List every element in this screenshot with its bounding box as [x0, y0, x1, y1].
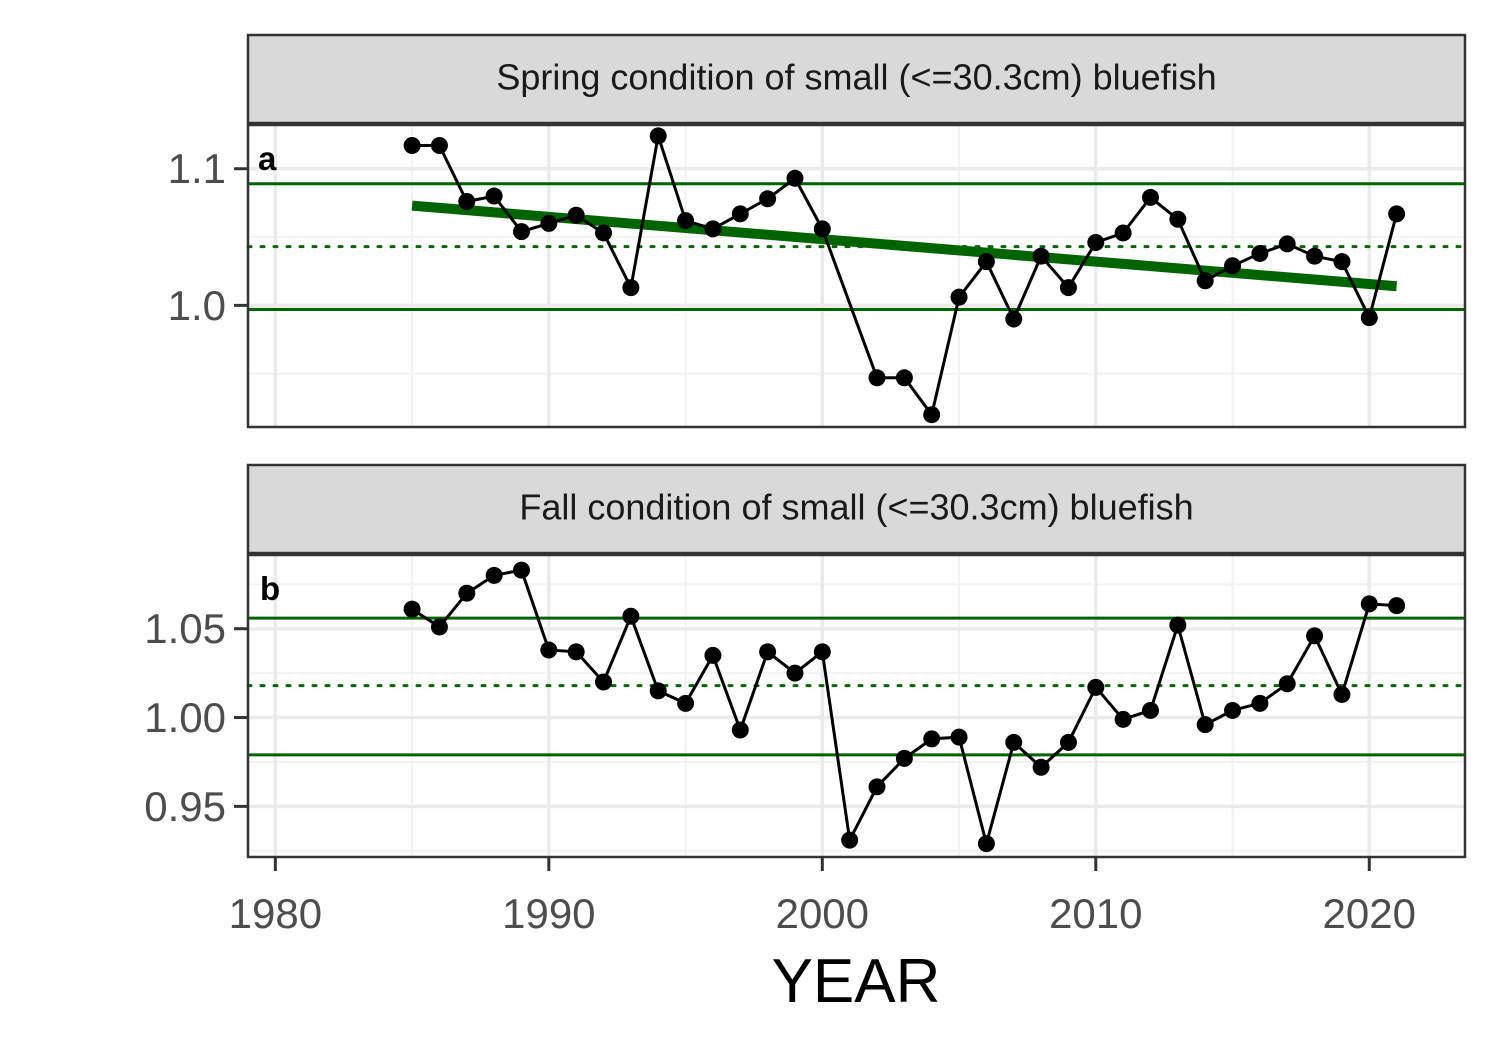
data-point — [1141, 188, 1159, 206]
data-point — [841, 831, 859, 849]
data-point — [923, 406, 941, 424]
plot-area-b: 0.95 1.00 1.05 — [144, 553, 1467, 859]
y-tick-label: 1.0 — [168, 282, 226, 329]
data-point — [1251, 694, 1269, 712]
data-point — [430, 618, 448, 636]
data-point — [1306, 627, 1324, 645]
data-point — [649, 682, 667, 700]
data-point — [813, 220, 831, 238]
panel-a: Spring condition of small (<=30.3cm) blu… — [168, 33, 1467, 429]
data-point — [1224, 701, 1242, 719]
data-point — [1278, 675, 1296, 693]
data-point — [786, 169, 804, 187]
data-point — [485, 566, 503, 584]
data-point — [868, 778, 886, 796]
x-axis: 1980 1990 2000 2010 2020 — [229, 857, 1416, 937]
data-point — [540, 641, 558, 659]
panel-b: Fall condition of small (<=30.3cm) bluef… — [144, 463, 1467, 859]
data-point — [1169, 616, 1187, 634]
data-point — [622, 607, 640, 625]
data-point — [567, 643, 585, 661]
data-point — [567, 206, 585, 224]
data-point — [1005, 733, 1023, 751]
data-point — [1005, 310, 1023, 328]
data-point — [759, 643, 777, 661]
data-point — [704, 220, 722, 238]
data-point — [895, 369, 913, 387]
data-point — [1059, 733, 1077, 751]
data-point — [950, 288, 968, 306]
data-point — [677, 694, 695, 712]
strip-a-background — [246, 33, 1467, 125]
x-tick-label: 1990 — [502, 890, 595, 937]
data-point — [1388, 205, 1406, 223]
data-point — [1388, 597, 1406, 615]
panel-border-a — [246, 123, 1467, 429]
x-axis-title: YEAR — [772, 947, 941, 1016]
data-point — [759, 190, 777, 208]
data-point — [485, 187, 503, 205]
data-point — [1032, 758, 1050, 776]
data-point — [430, 136, 448, 154]
data-point — [1087, 678, 1105, 696]
x-tick-label: 2020 — [1323, 890, 1416, 937]
data-point — [1333, 253, 1351, 271]
data-point — [1306, 247, 1324, 265]
data-point — [731, 205, 749, 223]
strip-a-title: Spring condition of small (<=30.3cm) blu… — [496, 57, 1216, 98]
data-point — [1224, 257, 1242, 275]
data-point — [868, 369, 886, 387]
data-point — [1360, 309, 1378, 327]
data-point — [704, 646, 722, 664]
data-point — [622, 279, 640, 297]
data-point — [512, 561, 530, 579]
strip-b-background — [246, 463, 1467, 555]
data-point — [1059, 279, 1077, 297]
x-tick-label: 1980 — [229, 890, 322, 937]
panel-tag-a: a — [258, 140, 277, 177]
data-point — [595, 224, 613, 242]
data-point — [1114, 710, 1132, 728]
x-tick-label: 2000 — [776, 890, 869, 937]
data-point — [403, 600, 421, 618]
data-point — [512, 223, 530, 241]
data-point — [595, 673, 613, 691]
data-point — [1360, 595, 1378, 613]
y-tick-label: 1.00 — [144, 694, 226, 741]
data-point — [1032, 247, 1050, 265]
data-point — [1087, 234, 1105, 252]
y-tick-label: 1.1 — [168, 145, 226, 192]
data-point — [649, 127, 667, 145]
y-tick-label: 1.05 — [144, 605, 226, 652]
data-point — [1141, 701, 1159, 719]
x-tick-label: 2010 — [1049, 890, 1142, 937]
data-point — [458, 193, 476, 211]
data-point — [1251, 244, 1269, 262]
data-point — [1114, 224, 1132, 242]
data-point — [977, 835, 995, 853]
data-point — [977, 253, 995, 271]
panel-background-b — [248, 555, 1465, 857]
y-tick-label: 0.95 — [144, 783, 226, 830]
data-point — [731, 721, 749, 739]
data-point — [895, 749, 913, 767]
plot-area-a: 1.0 1.1 — [168, 123, 1467, 429]
data-point — [786, 664, 804, 682]
data-point — [540, 214, 558, 232]
panel-tag-b: b — [260, 570, 280, 607]
data-point — [813, 643, 831, 661]
data-point — [1278, 235, 1296, 253]
strip-b-title: Fall condition of small (<=30.3cm) bluef… — [519, 487, 1193, 528]
data-point — [1169, 210, 1187, 228]
data-point — [1196, 716, 1214, 734]
data-point — [1333, 685, 1351, 703]
data-point — [458, 584, 476, 602]
data-point — [1196, 272, 1214, 290]
data-point — [677, 212, 695, 230]
data-point — [950, 728, 968, 746]
data-point — [403, 136, 421, 154]
data-point — [923, 730, 941, 748]
panel-border-b — [246, 553, 1467, 859]
